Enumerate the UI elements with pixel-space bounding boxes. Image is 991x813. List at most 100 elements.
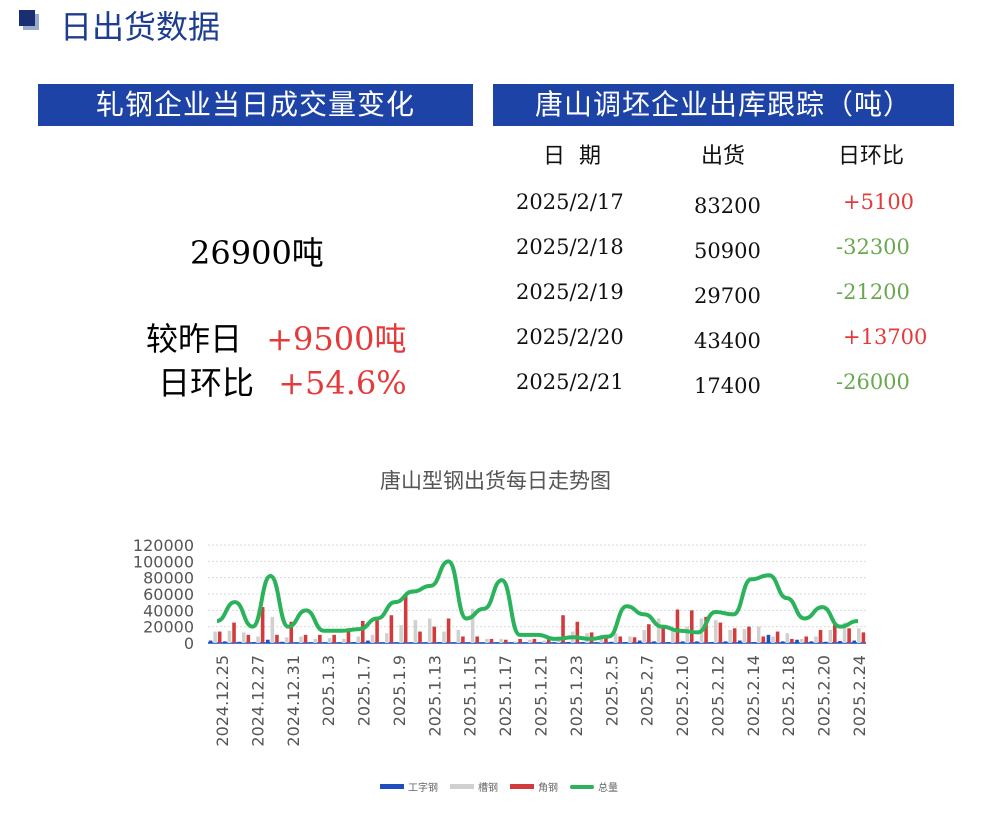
bar bbox=[623, 642, 628, 643]
bar bbox=[375, 620, 379, 643]
bar bbox=[852, 640, 857, 643]
bar bbox=[260, 607, 265, 643]
bar bbox=[637, 640, 642, 643]
bar bbox=[566, 642, 570, 643]
row-change: -32300 bbox=[836, 235, 910, 259]
bar bbox=[780, 641, 785, 643]
bar bbox=[485, 638, 489, 643]
row-shipment: 83200 bbox=[694, 194, 761, 218]
x-tick-label: 2025.1.7 bbox=[355, 655, 374, 726]
x-tick-label: 2025.2.7 bbox=[638, 655, 657, 726]
y-tick-label: 80000 bbox=[143, 569, 194, 588]
bar bbox=[666, 642, 671, 643]
bar bbox=[742, 629, 747, 643]
bar bbox=[284, 637, 289, 643]
y-tick-label: 20000 bbox=[143, 618, 194, 637]
bar bbox=[432, 626, 437, 643]
chart-title: 唐山型钢出货每日走势图 bbox=[380, 469, 611, 493]
row-shipment: 29700 bbox=[694, 284, 761, 308]
bar bbox=[413, 620, 418, 643]
bar bbox=[356, 636, 360, 643]
bar bbox=[332, 634, 336, 643]
x-tick-label: 2025.1.23 bbox=[567, 655, 586, 736]
bar bbox=[761, 636, 766, 643]
bar bbox=[266, 639, 270, 643]
bar bbox=[814, 636, 818, 643]
x-tick-label: 2025.2.20 bbox=[815, 655, 834, 736]
bar bbox=[842, 622, 847, 643]
row-date: 2025/2/18 bbox=[516, 235, 624, 259]
bar bbox=[861, 632, 866, 643]
y-tick-label: 0 bbox=[184, 634, 194, 653]
bar bbox=[766, 634, 771, 643]
bar bbox=[857, 628, 861, 643]
bar bbox=[561, 615, 565, 643]
bar bbox=[446, 618, 451, 643]
x-tick-label: 2025.1.21 bbox=[532, 655, 551, 736]
x-tick-label: 2025.1.9 bbox=[390, 655, 409, 726]
bar bbox=[217, 631, 222, 643]
bar bbox=[389, 615, 394, 643]
bar bbox=[732, 628, 737, 643]
bar bbox=[613, 633, 618, 643]
bar bbox=[342, 638, 346, 643]
x-tick-label: 2025.2.5 bbox=[602, 655, 621, 726]
x-tick-label: 2025.2.10 bbox=[673, 655, 692, 736]
bar bbox=[275, 634, 279, 643]
bar bbox=[418, 631, 422, 643]
bar bbox=[270, 616, 275, 643]
row-change: -26000 bbox=[836, 370, 910, 394]
bar bbox=[456, 629, 461, 643]
bar bbox=[370, 634, 375, 643]
x-tick-label: 2024.12.31 bbox=[284, 655, 303, 747]
bar bbox=[675, 609, 680, 643]
bar bbox=[489, 638, 494, 643]
bar bbox=[499, 638, 504, 643]
bar bbox=[709, 642, 714, 643]
x-tick-label: 2024.12.27 bbox=[248, 655, 267, 747]
bar bbox=[518, 638, 522, 643]
bar bbox=[299, 636, 303, 643]
bar bbox=[838, 640, 842, 643]
bar bbox=[213, 631, 217, 643]
bar bbox=[628, 636, 632, 643]
daily-volume: 26900吨 bbox=[190, 234, 324, 272]
x-tick-label: 2025.1.3 bbox=[319, 655, 338, 726]
bar bbox=[689, 610, 694, 643]
vs-yesterday-row: 较昨日 +9500吨 bbox=[146, 314, 406, 360]
row-change: +13700 bbox=[843, 325, 928, 349]
bar bbox=[823, 641, 828, 643]
row-change: -21200 bbox=[836, 280, 910, 304]
bar bbox=[327, 638, 332, 643]
y-tick-label: 40000 bbox=[143, 601, 194, 620]
bar bbox=[461, 636, 465, 643]
x-tick-label: 2025.2.18 bbox=[779, 655, 798, 736]
bar bbox=[756, 626, 761, 643]
bar bbox=[532, 638, 537, 643]
bar bbox=[427, 618, 432, 643]
chart-legend: 工字钢 槽钢 角钢 总量 bbox=[380, 779, 630, 794]
x-tick-label: 2025.1.15 bbox=[461, 655, 480, 736]
bar bbox=[799, 638, 804, 643]
x-tick-label: 2025.2.12 bbox=[708, 655, 727, 736]
bar bbox=[647, 624, 651, 643]
y-tick-label: 60000 bbox=[143, 585, 194, 604]
bar bbox=[280, 641, 284, 643]
bar bbox=[809, 641, 814, 643]
bar bbox=[318, 634, 322, 643]
bar bbox=[642, 629, 647, 643]
legend-item-i-beam: 工字钢 bbox=[380, 779, 438, 794]
bar bbox=[828, 629, 833, 643]
bar bbox=[366, 640, 370, 643]
row-date: 2025/2/19 bbox=[516, 280, 624, 304]
bar bbox=[575, 621, 580, 643]
col-header-change: 日环比 bbox=[838, 144, 905, 169]
bar bbox=[208, 640, 213, 643]
row-date: 2025/2/17 bbox=[516, 190, 624, 214]
bar bbox=[804, 636, 808, 643]
bar bbox=[313, 638, 318, 643]
bar bbox=[241, 632, 246, 643]
bar bbox=[223, 641, 227, 643]
bar bbox=[818, 629, 823, 643]
bar bbox=[504, 639, 508, 643]
